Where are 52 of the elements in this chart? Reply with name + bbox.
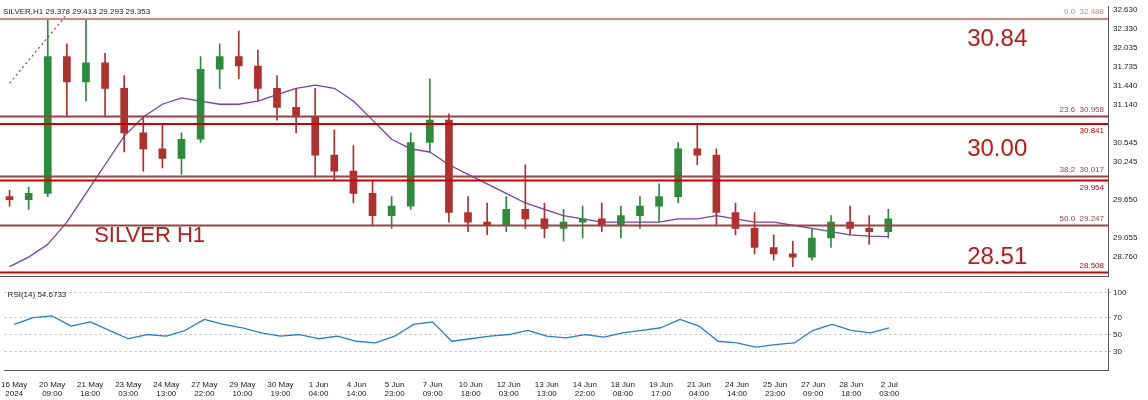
x-tick-label: 23 May 03:00 <box>115 379 142 399</box>
x-tick-label: 5 Jun 23:00 <box>384 379 406 399</box>
y-tick-label: 30.245 <box>1113 157 1139 167</box>
y-tick-label: 31.440 <box>1113 80 1139 90</box>
y-tick-label: 31.735 <box>1113 62 1139 72</box>
y-tick-label: 70 <box>1113 312 1123 322</box>
x-tick-label: 25 Jun 23:00 <box>763 379 788 399</box>
x-tick-label: 24 Jun 14:00 <box>725 379 750 399</box>
x-tick-label: 2 Jul 03:00 <box>879 379 900 399</box>
ref-line-label: 30.841 <box>1079 126 1105 136</box>
chart-title: SILVER,H1 29.378 29.413 29.293 29.353 <box>3 7 151 16</box>
y-tick-label: 31.140 <box>1113 100 1139 110</box>
x-tick-label: 1 Jun 04:00 <box>308 379 330 399</box>
y-tick-label: 50 <box>1113 329 1123 339</box>
x-tick-label: 30 May 19:00 <box>267 379 294 399</box>
annotation: 30.84 <box>967 23 1028 51</box>
y-tick-label: 30.545 <box>1113 137 1139 147</box>
x-tick-label: 21 May 18:00 <box>77 379 104 399</box>
ref-line-label: 50.0 29.247 <box>1059 213 1105 223</box>
y-tick-label: 100 <box>1113 287 1127 297</box>
y-tick-label: 32.630 <box>1113 5 1139 15</box>
x-tick-label: 14 Jun 22:00 <box>572 379 597 399</box>
x-tick-label: 28 Jun 18:00 <box>839 379 864 399</box>
x-tick-label: 12 Jun 03:00 <box>496 379 521 399</box>
x-tick-label: 16 May 2024 <box>1 379 28 399</box>
x-tick-label: 27 Jun 09:00 <box>801 379 826 399</box>
x-tick-label: 27 May 22:00 <box>191 379 218 399</box>
x-tick-label: 20 May 09:00 <box>39 379 66 399</box>
x-tick-label: 19 Jun 17:00 <box>648 379 673 399</box>
chart-title: RSI(14) 54.6733 <box>7 290 67 299</box>
x-tick-label: 10 Jun 18:00 <box>458 379 483 399</box>
y-tick-label: 32.330 <box>1113 24 1139 34</box>
y-tick-label: 30 <box>1113 346 1123 356</box>
x-tick-label: 7 Jun 09:00 <box>422 379 444 399</box>
x-tick-label: 18 Jun 08:00 <box>610 379 635 399</box>
y-tick-label: 32.035 <box>1113 43 1139 53</box>
x-tick-label: 29 May 10:00 <box>229 379 256 399</box>
ref-line-label: 0.0 32.488 <box>1063 7 1105 17</box>
x-tick-label: 24 May 13:00 <box>153 379 180 399</box>
ref-line-label: 23.6 30.958 <box>1059 104 1105 114</box>
y-tick-label: 29.055 <box>1113 232 1139 242</box>
ref-line-label: 38.2 30.017 <box>1059 164 1105 174</box>
y-tick-label: 28.760 <box>1113 251 1139 261</box>
x-tick-label: 13 Jun 13:00 <box>534 379 559 399</box>
x-tick-label: 4 Jun 14:00 <box>346 379 368 399</box>
x-tick-label: 21 Jun 04:00 <box>686 379 711 399</box>
ref-line-label: 28.508 <box>1079 260 1105 270</box>
ref-line-label: 29.954 <box>1079 182 1105 192</box>
y-tick-label: 29.650 <box>1113 194 1139 204</box>
annotation: SILVER H1 <box>94 221 206 247</box>
annotation: 30.00 <box>967 134 1028 162</box>
annotation: 28.51 <box>967 241 1028 269</box>
